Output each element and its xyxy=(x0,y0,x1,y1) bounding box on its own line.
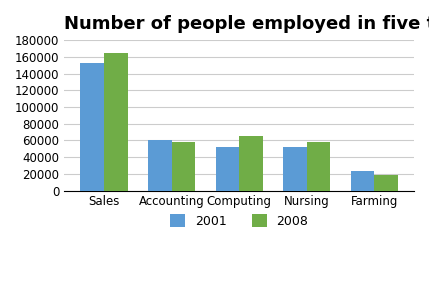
Text: Number of people employed in five types of work: Number of people employed in five types … xyxy=(64,15,429,33)
Bar xyxy=(283,147,307,191)
Bar xyxy=(351,171,375,191)
Bar xyxy=(148,140,172,191)
Bar xyxy=(307,142,330,191)
Bar xyxy=(172,142,195,191)
Bar xyxy=(104,53,127,191)
Bar xyxy=(80,63,104,191)
Bar xyxy=(239,136,263,191)
Legend: 2001, 2008: 2001, 2008 xyxy=(165,209,314,233)
Bar xyxy=(215,147,239,191)
Bar xyxy=(375,175,398,191)
